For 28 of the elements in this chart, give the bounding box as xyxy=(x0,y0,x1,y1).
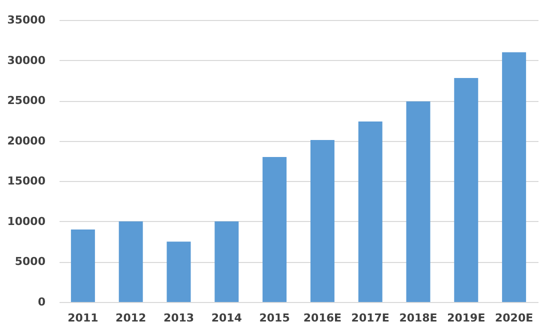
bar xyxy=(214,221,239,302)
y-tick-label: 35000 xyxy=(7,14,46,26)
y-tick-label: 10000 xyxy=(7,214,46,228)
x-tick-label: 2020E xyxy=(494,312,534,324)
bar xyxy=(262,156,287,302)
x-tick-label: 2015 xyxy=(259,312,290,324)
x-tick-label: 2014 xyxy=(211,312,242,324)
y-tick-label: 20000 xyxy=(7,134,46,148)
x-tick-label: 2013 xyxy=(163,312,194,324)
x-tick-label: 2011 xyxy=(68,312,98,324)
bar xyxy=(118,221,143,302)
x-tick-label: 2012 xyxy=(116,312,146,324)
x-tick-label: 2017E xyxy=(351,312,390,324)
bar xyxy=(70,229,95,302)
y-tick-label: 25000 xyxy=(7,94,46,108)
bar xyxy=(454,78,478,302)
x-tick-label: 2016E xyxy=(303,312,342,324)
y-tick-label: 30000 xyxy=(7,54,46,67)
bar xyxy=(502,52,526,302)
x-tick-label: 2019E xyxy=(447,312,486,324)
y-tick-label: 15000 xyxy=(7,174,46,188)
y-tick-label: 0 xyxy=(38,296,46,308)
bar xyxy=(166,242,191,302)
bar xyxy=(358,122,382,302)
y-tick-label: 5000 xyxy=(14,255,46,268)
x-tick-label: 2018E xyxy=(399,312,438,324)
bar xyxy=(406,101,430,302)
bar xyxy=(310,140,334,302)
